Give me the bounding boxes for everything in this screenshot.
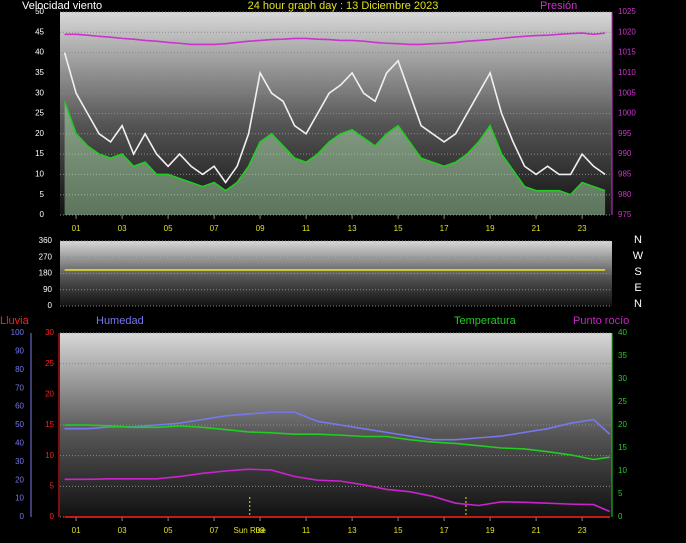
tick-label: 995: [618, 129, 632, 138]
compass-label: N: [634, 234, 642, 246]
x-tick-label: 13: [348, 224, 357, 233]
tick-label: 0: [20, 512, 25, 521]
x-tick-label: 01: [72, 224, 81, 233]
x-tick-label: 05: [164, 224, 173, 233]
x-tick-label: 11: [302, 526, 311, 535]
tick-label: 5: [618, 489, 623, 498]
tick-label: 20: [45, 389, 54, 398]
x-tick-label: 19: [486, 526, 495, 535]
tick-label: 270: [39, 252, 53, 261]
chart-title: 24 hour graph day : 13 Diciembre 2023: [248, 0, 439, 12]
tick-label: 1010: [618, 68, 636, 77]
tick-label: 10: [45, 451, 54, 460]
tick-label: 10: [618, 466, 627, 475]
tick-label: 20: [618, 420, 627, 429]
x-tick-label: 17: [440, 224, 449, 233]
y2-axis-label: Presión: [540, 0, 577, 12]
tick-label: 20: [15, 475, 24, 484]
tick-label: 25: [45, 359, 54, 368]
tick-label: 1015: [618, 48, 636, 57]
legend-label: Humedad: [96, 315, 144, 327]
tick-label: 100: [11, 328, 25, 337]
tick-label: 40: [618, 328, 627, 337]
x-tick-label: 23: [578, 526, 587, 535]
compass-label: E: [634, 282, 641, 294]
tick-label: 360: [39, 236, 53, 245]
tick-label: 45: [35, 27, 44, 36]
tick-label: 1025: [618, 7, 636, 16]
tick-label: 10: [35, 170, 44, 179]
tick-label: 30: [35, 88, 44, 97]
tick-label: 0: [40, 210, 45, 219]
series-line: [64, 411, 611, 441]
tick-label: 80: [15, 365, 24, 374]
x-tick-label: 19: [486, 224, 495, 233]
tick-label: 25: [35, 109, 44, 118]
sun-label: Sun Rise: [234, 526, 267, 535]
tick-label: 25: [618, 397, 627, 406]
series-line: [63, 101, 606, 196]
tick-label: 50: [15, 420, 24, 429]
tick-label: 40: [35, 48, 44, 57]
series-line: [63, 52, 606, 184]
x-tick-label: 13: [348, 526, 357, 535]
series-line: [64, 468, 611, 513]
tick-label: 15: [45, 420, 54, 429]
x-tick-label: 21: [532, 526, 541, 535]
x-tick-label: 07: [210, 526, 219, 535]
compass-label: S: [634, 266, 641, 278]
x-tick-label: 09: [256, 224, 265, 233]
x-tick-label: 17: [440, 526, 449, 535]
legend-label: Lluvia: [0, 315, 30, 327]
y-axis-label: Velocidad viento: [22, 0, 102, 12]
x-tick-label: 09: [256, 526, 265, 535]
x-tick-label: 03: [118, 224, 127, 233]
tick-label: 0: [48, 301, 53, 310]
series-line: [64, 424, 610, 461]
tick-label: 60: [15, 402, 24, 411]
x-tick-label: 03: [118, 526, 127, 535]
tick-label: 0: [618, 512, 623, 521]
x-tick-label: 07: [210, 224, 219, 233]
tick-label: 0: [50, 512, 55, 521]
tick-label: 70: [15, 383, 24, 392]
tick-label: 5: [50, 481, 55, 490]
tick-label: 30: [618, 374, 627, 383]
tick-label: 90: [43, 285, 52, 294]
tick-label: 985: [618, 170, 632, 179]
x-tick-label: 05: [164, 526, 173, 535]
tick-label: 1020: [618, 27, 636, 36]
tick-label: 975: [618, 210, 632, 219]
tick-label: 180: [39, 269, 53, 278]
x-tick-label: 15: [394, 526, 403, 535]
tick-label: 10: [15, 494, 24, 503]
tick-label: 990: [618, 149, 632, 158]
x-tick-label: 15: [394, 224, 403, 233]
tick-label: 5: [40, 190, 45, 199]
compass-label: N: [634, 298, 642, 310]
tick-label: 1005: [618, 88, 636, 97]
tick-label: 30: [45, 328, 54, 337]
compass-label: W: [633, 250, 644, 262]
tick-label: 90: [15, 347, 24, 356]
series-line: [64, 32, 606, 46]
tick-label: 1000: [618, 109, 636, 118]
tick-label: 20: [35, 129, 44, 138]
tick-label: 30: [15, 457, 24, 466]
x-tick-label: 21: [532, 224, 541, 233]
tick-label: 35: [618, 351, 627, 360]
legend-label: Temperatura: [454, 315, 517, 327]
tick-label: 980: [618, 190, 632, 199]
x-tick-label: 11: [302, 224, 311, 233]
tick-label: 15: [618, 443, 627, 452]
tick-label: 15: [35, 149, 44, 158]
tick-label: 40: [15, 439, 24, 448]
legend-label: Punto rocío: [573, 315, 629, 327]
x-tick-label: 01: [72, 526, 81, 535]
series-area: [64, 101, 606, 215]
tick-label: 35: [35, 68, 44, 77]
x-tick-label: 23: [578, 224, 587, 233]
tick-label: 50: [35, 7, 44, 16]
